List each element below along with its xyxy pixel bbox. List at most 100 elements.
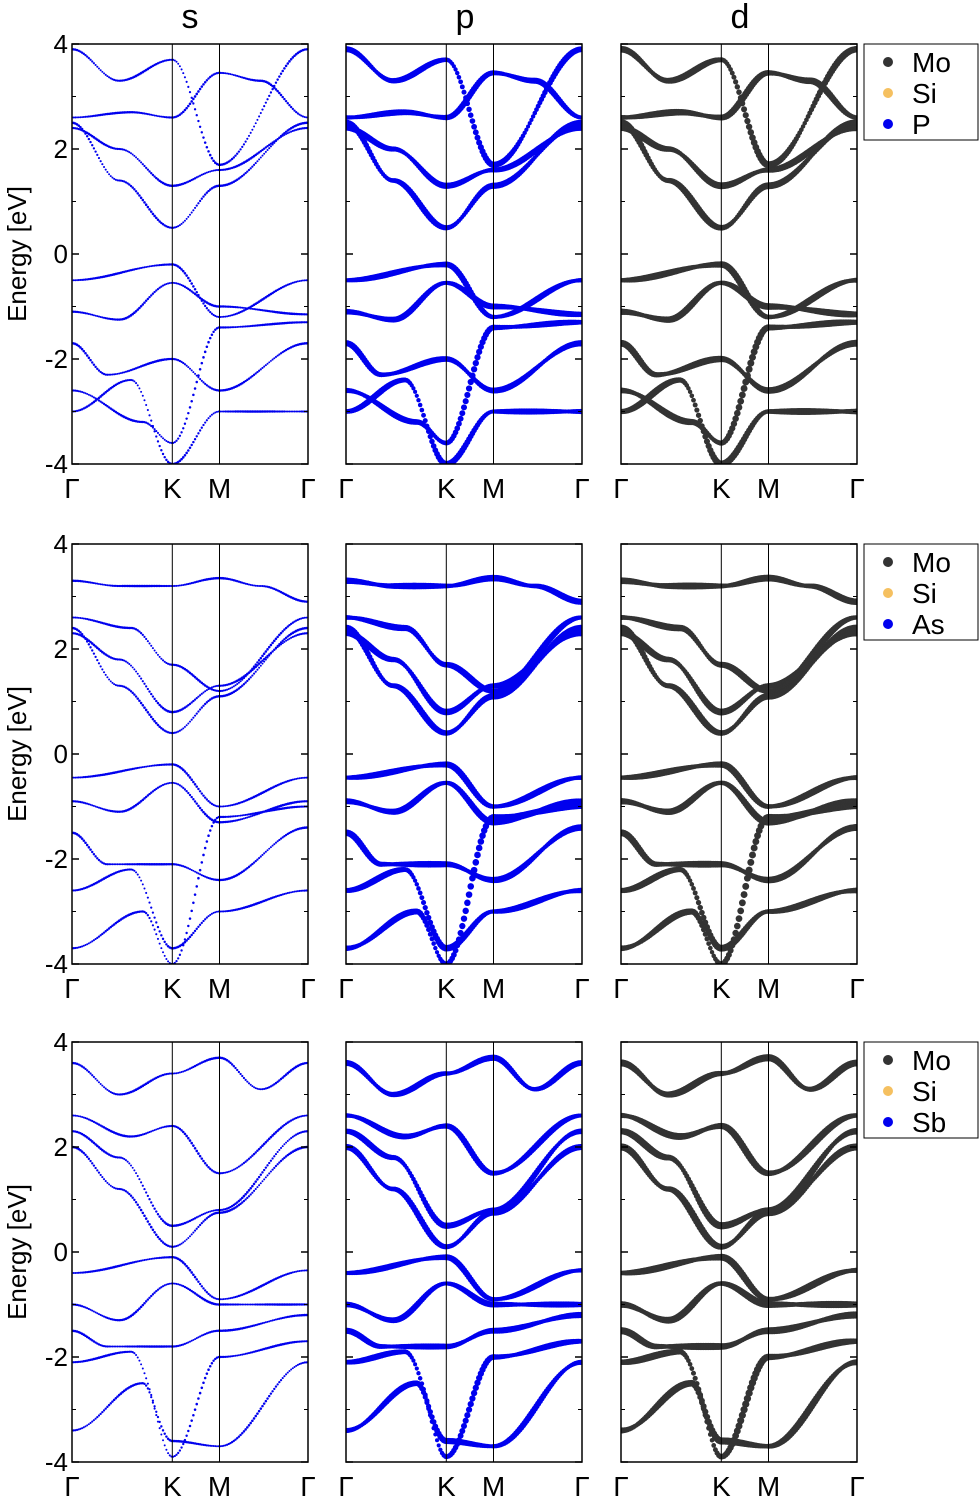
band-point bbox=[230, 820, 234, 823]
band-point bbox=[92, 314, 95, 317]
band-point bbox=[138, 159, 141, 162]
band-point bbox=[305, 116, 308, 119]
band-point bbox=[472, 129, 479, 136]
band-point bbox=[166, 763, 170, 766]
band-point bbox=[728, 67, 733, 72]
band-point bbox=[131, 666, 134, 669]
band-point bbox=[290, 779, 293, 782]
band-point bbox=[133, 268, 136, 271]
band-point bbox=[165, 943, 168, 946]
band-point bbox=[259, 664, 262, 667]
band-point bbox=[264, 656, 268, 659]
band-point bbox=[156, 264, 160, 267]
band-point bbox=[187, 85, 190, 88]
band-point bbox=[283, 892, 286, 896]
band-point bbox=[143, 887, 146, 890]
band-point bbox=[210, 824, 214, 828]
band-point bbox=[207, 385, 210, 388]
band-point bbox=[210, 912, 213, 915]
band-point bbox=[148, 690, 151, 693]
band-point bbox=[143, 201, 146, 204]
band-point bbox=[300, 114, 303, 117]
band-point bbox=[258, 115, 261, 118]
band-point bbox=[193, 95, 197, 98]
band-point bbox=[731, 74, 737, 80]
band-point bbox=[193, 893, 197, 896]
band-point bbox=[268, 361, 271, 364]
band-point bbox=[183, 770, 187, 773]
band-point bbox=[239, 818, 242, 821]
band-point bbox=[283, 835, 286, 838]
band-point bbox=[136, 697, 139, 700]
band-point bbox=[97, 315, 100, 318]
band-point bbox=[104, 808, 107, 811]
band-point bbox=[264, 850, 267, 853]
band-point bbox=[285, 133, 288, 136]
band-point bbox=[89, 803, 92, 806]
band-point bbox=[205, 814, 209, 817]
band-point bbox=[281, 95, 284, 99]
band-point bbox=[109, 175, 112, 178]
band-point bbox=[251, 128, 254, 131]
band-point bbox=[224, 805, 227, 808]
band-point bbox=[187, 924, 190, 928]
band-point bbox=[118, 179, 121, 182]
band-point bbox=[96, 315, 99, 318]
band-point bbox=[208, 336, 212, 340]
band-point bbox=[301, 313, 305, 316]
band-point bbox=[264, 150, 267, 153]
band-point bbox=[749, 353, 756, 361]
band-point bbox=[286, 410, 289, 413]
band-point bbox=[257, 662, 261, 666]
band-point bbox=[180, 864, 183, 867]
band-point bbox=[109, 77, 112, 80]
band-point bbox=[301, 410, 305, 413]
band-point bbox=[130, 152, 132, 155]
band-point bbox=[266, 148, 269, 152]
band-point bbox=[271, 410, 274, 413]
band-point bbox=[252, 672, 256, 675]
band-point bbox=[97, 396, 101, 400]
band-point bbox=[91, 60, 94, 63]
band-point bbox=[87, 643, 91, 646]
band-point bbox=[271, 844, 274, 847]
band-point bbox=[165, 763, 168, 766]
band-point bbox=[283, 131, 286, 135]
band-point bbox=[247, 865, 251, 869]
band-point bbox=[691, 397, 696, 403]
band-3 bbox=[72, 826, 308, 882]
band-point bbox=[215, 315, 219, 318]
band-point bbox=[291, 56, 295, 59]
band-point bbox=[200, 792, 204, 795]
band-point bbox=[279, 837, 283, 840]
band-point bbox=[151, 426, 155, 429]
band-point bbox=[246, 137, 249, 140]
band-point bbox=[298, 113, 301, 116]
band-point bbox=[99, 934, 102, 937]
band-point bbox=[178, 434, 182, 437]
band-point bbox=[263, 365, 266, 368]
band-point bbox=[214, 328, 217, 331]
band-point bbox=[451, 64, 456, 69]
band-point bbox=[200, 706, 203, 709]
band-point bbox=[526, 124, 531, 129]
band-point bbox=[151, 114, 154, 117]
band-point bbox=[276, 137, 279, 141]
band-point bbox=[119, 863, 122, 866]
band-point bbox=[247, 377, 251, 380]
band-point bbox=[72, 389, 75, 392]
band-point bbox=[733, 79, 739, 85]
band-point bbox=[222, 805, 225, 808]
band-point bbox=[303, 776, 306, 779]
band-point bbox=[207, 915, 210, 918]
band-point bbox=[135, 382, 138, 385]
band-point bbox=[136, 629, 139, 632]
band-point bbox=[97, 858, 101, 862]
band-point bbox=[256, 371, 259, 374]
band-point bbox=[148, 765, 151, 768]
band-point bbox=[459, 410, 466, 417]
band-point bbox=[180, 949, 183, 952]
band-point bbox=[153, 928, 156, 931]
band-point bbox=[455, 70, 460, 76]
band-point bbox=[197, 925, 200, 928]
